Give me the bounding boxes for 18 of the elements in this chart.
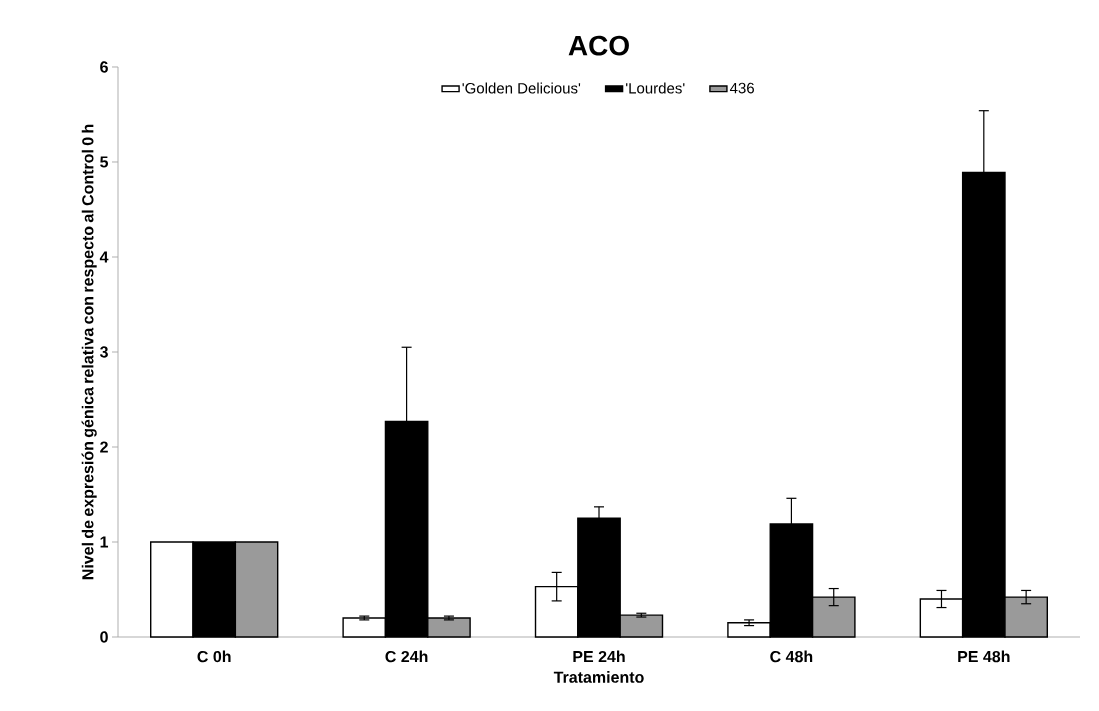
y-tick-label: 4 <box>99 251 109 263</box>
y-tick-label: 6 <box>100 61 108 73</box>
y-axis-title: Nivel de expresión génica relativa con respecto al Control 0 h <box>81 124 97 580</box>
x-tick-label: C 0h <box>197 650 231 663</box>
y-tick-label: 5 <box>100 156 109 168</box>
legend-label: 'Lourdes' <box>626 82 685 94</box>
x-tick-label: PE 48h <box>958 650 1010 663</box>
x-tick-label: PE 24h <box>573 650 625 663</box>
y-tick-label: 2 <box>100 441 108 453</box>
y-tick-label: 1 <box>100 536 109 548</box>
y-tick-label: 0 <box>100 631 108 643</box>
chart-title: ACO <box>568 35 629 56</box>
x-tick-label: C 24h <box>385 650 428 663</box>
x-tick-label: C 48h <box>770 650 813 663</box>
legend-label: 436 <box>729 82 754 94</box>
x-axis-title: Tratamiento <box>553 671 644 683</box>
legend-label: 'Golden Delicious' <box>462 82 581 94</box>
y-tick-label: 3 <box>99 346 108 358</box>
